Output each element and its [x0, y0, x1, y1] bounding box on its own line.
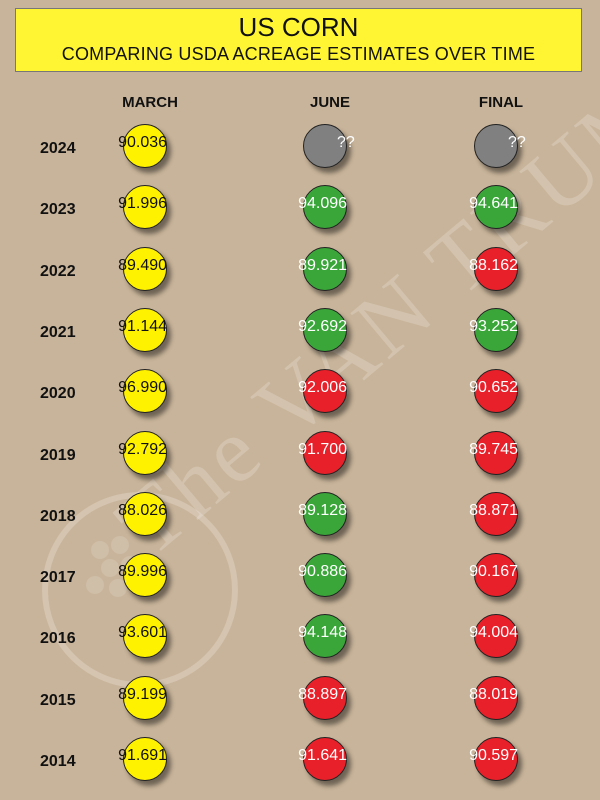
- march-value-2023: 91.996: [118, 195, 168, 213]
- final-marker-2016: [474, 614, 518, 659]
- final-value-2021: 93.252: [469, 317, 519, 335]
- final-marker-2019: [474, 430, 518, 475]
- final-marker-2024: [474, 124, 518, 168]
- june-marker-2024: [303, 124, 347, 168]
- final-value-2024: ??: [508, 134, 526, 151]
- march-marker-2021: [123, 307, 167, 352]
- june-marker-2016: [303, 614, 347, 659]
- final-marker-2020: [474, 369, 518, 414]
- year-label: 2021: [40, 323, 76, 341]
- june-marker-2022: [303, 246, 347, 291]
- june-value-2020: 92.006: [298, 379, 348, 397]
- june-marker-2014: [303, 737, 347, 781]
- final-value-2020: 90.652: [469, 379, 519, 397]
- june-value-2019: 91.700: [298, 440, 348, 458]
- chart-subtitle: COMPARING USDA ACREAGE ESTIMATES OVER TI…: [61, 44, 536, 64]
- june-value-2023: 94.096: [298, 195, 348, 213]
- march-marker-2020: [123, 369, 167, 414]
- march-marker-2016: [123, 614, 167, 659]
- final-marker-2018: [474, 491, 518, 536]
- june-marker-2015: [303, 675, 347, 720]
- year-label: 2022: [40, 262, 76, 280]
- march-value-2018: 88.026: [118, 501, 168, 519]
- final-value-2014: 90.597: [469, 747, 519, 764]
- final-value-2019: 89.745: [469, 440, 519, 458]
- final-marker-2021: [474, 307, 518, 352]
- year-label: 2020: [40, 385, 76, 403]
- final-marker-2022: [474, 246, 518, 291]
- june-value-2018: 89.128: [298, 501, 348, 519]
- final-value-2017: 90.167: [469, 563, 519, 581]
- year-label: 2018: [40, 507, 76, 525]
- march-marker-2024: [123, 124, 167, 168]
- march-value-2024: 90.036: [118, 134, 168, 151]
- june-value-2015: 88.897: [298, 685, 348, 703]
- final-marker-2015: [474, 675, 518, 720]
- march-marker-2017: [123, 553, 167, 598]
- june-marker-2019: [303, 430, 347, 475]
- final-value-2023: 94.641: [469, 195, 519, 213]
- march-value-2019: 92.792: [118, 440, 168, 458]
- year-label: 2015: [40, 691, 76, 709]
- march-value-2021: 91.144: [118, 317, 168, 335]
- june-value-2021: 92.692: [298, 317, 348, 335]
- june-value-2014: 91.641: [298, 747, 348, 764]
- march-marker-2023: [123, 185, 167, 230]
- final-value-2022: 88.162: [469, 256, 519, 274]
- year-label: 2014: [40, 753, 76, 770]
- march-value-2015: 89.199: [118, 685, 168, 703]
- june-marker-2021: [303, 307, 347, 352]
- march-value-2016: 93.601: [118, 624, 168, 642]
- june-value-2024: ??: [337, 134, 355, 151]
- column-header-march: MARCH: [122, 94, 178, 111]
- year-label: 2017: [40, 569, 76, 587]
- final-value-2015: 88.019: [469, 685, 519, 703]
- june-value-2016: 94.148: [298, 624, 348, 642]
- final-marker-2023: [474, 185, 518, 230]
- march-value-2020: 96.990: [118, 379, 168, 397]
- march-value-2017: 89.996: [118, 563, 168, 581]
- final-value-2018: 88.871: [469, 501, 519, 519]
- june-marker-2023: [303, 185, 347, 230]
- column-header-june: JUNE: [309, 94, 351, 111]
- year-label: 2024: [40, 140, 76, 157]
- march-marker-2014: [123, 737, 167, 781]
- june-marker-2020: [303, 369, 347, 414]
- march-value-2022: 89.490: [118, 256, 168, 274]
- final-value-2016: 94.004: [469, 624, 519, 642]
- march-marker-2018: [123, 491, 167, 536]
- march-marker-2022: [123, 246, 167, 291]
- title-banner: US CORN COMPARING USDA ACREAGE ESTIMATES…: [15, 8, 582, 72]
- march-marker-2019: [123, 430, 167, 475]
- year-label: 2016: [40, 630, 76, 648]
- june-value-2017: 90.886: [298, 563, 348, 581]
- column-header-final: FINAL: [478, 94, 524, 111]
- svg-text:The VAN TRUMP Report: The VAN TRUMP Report: [97, 0, 600, 575]
- year-label: 2019: [40, 446, 76, 464]
- june-value-2022: 89.921: [298, 256, 348, 274]
- march-value-2014: 91.691: [118, 747, 168, 764]
- year-label: 2023: [40, 201, 76, 219]
- final-marker-2017: [474, 553, 518, 598]
- june-marker-2018: [303, 491, 347, 536]
- final-marker-2014: [474, 737, 518, 781]
- chart-title: US CORN: [238, 12, 359, 42]
- june-marker-2017: [303, 553, 347, 598]
- march-marker-2015: [123, 675, 167, 720]
